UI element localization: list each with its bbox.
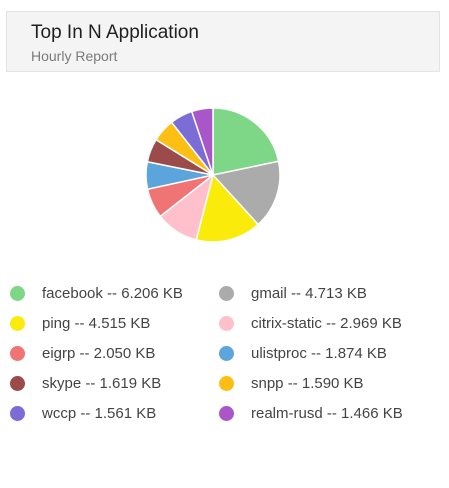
pie-slice-gmail[interactable]: [211, 160, 281, 226]
pie-slice-ping[interactable]: [195, 173, 260, 243]
legend-label: ulistproc -- 1.874 KB: [251, 344, 387, 362]
legend-label: ping -- 4.515 KB: [42, 314, 151, 332]
panel-title: Top In N Application: [31, 22, 199, 43]
legend-label: gmail -- 4.713 KB: [251, 284, 367, 302]
legend-swatch: [10, 285, 25, 301]
legend-label: snpp -- 1.590 KB: [251, 374, 364, 392]
pie-slice-realm-rusd[interactable]: [190, 107, 214, 176]
legend-swatch: [10, 405, 25, 421]
legend-item-eigrp[interactable]: eigrp -- 2.050 KB: [10, 341, 155, 365]
pie-slice-facebook[interactable]: [212, 107, 280, 176]
legend-swatch: [219, 345, 234, 361]
legend-swatch: [10, 315, 25, 331]
legend-label: eigrp -- 2.050 KB: [42, 344, 156, 362]
legend-label: citrix-static -- 2.969 KB: [251, 314, 402, 332]
legend-item-realm-rusd[interactable]: realm-rusd -- 1.466 KB: [219, 401, 403, 425]
legend-swatch: [219, 375, 234, 391]
legend-label: skype -- 1.619 KB: [42, 374, 162, 392]
legend-item-ulistproc[interactable]: ulistproc -- 1.874 KB: [219, 341, 387, 365]
legend-item-skype[interactable]: skype -- 1.619 KB: [10, 371, 161, 395]
legend-swatch: [219, 405, 234, 421]
legend-item-facebook[interactable]: facebook -- 6.206 KB: [10, 281, 183, 305]
legend-swatch: [10, 345, 25, 361]
legend-label: wccp -- 1.561 KB: [42, 404, 157, 422]
legend-label: facebook -- 6.206 KB: [42, 284, 183, 302]
legend-label: realm-rusd -- 1.466 KB: [251, 404, 403, 422]
legend-item-wccp[interactable]: wccp -- 1.561 KB: [10, 401, 156, 425]
legend-swatch: [219, 315, 234, 331]
legend-item-snpp[interactable]: snpp -- 1.590 KB: [219, 371, 364, 395]
panel-subtitle: Hourly Report: [31, 48, 118, 64]
legend-swatch: [10, 375, 25, 391]
legend-item-ping[interactable]: ping -- 4.515 KB: [10, 311, 150, 335]
legend-swatch: [219, 285, 234, 301]
legend-item-citrix-static[interactable]: citrix-static -- 2.969 KB: [219, 311, 402, 335]
legend-item-gmail[interactable]: gmail -- 4.713 KB: [219, 281, 367, 305]
panel-header: Top In N Application Hourly Report: [6, 11, 440, 72]
